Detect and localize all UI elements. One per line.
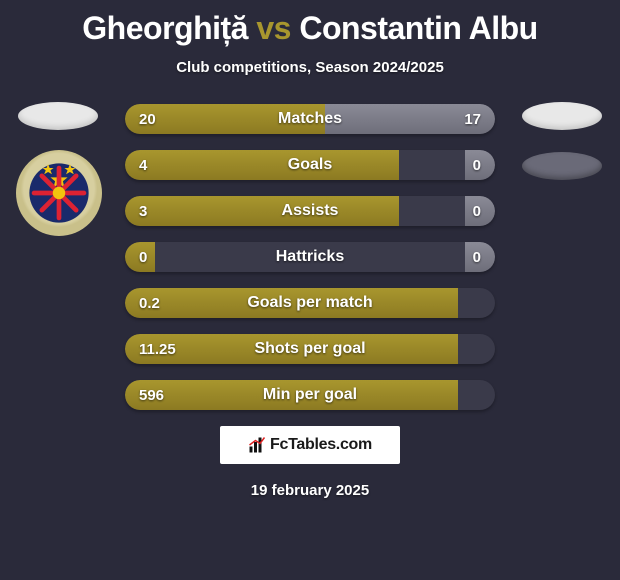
bar-value-right: 0 bbox=[473, 242, 481, 272]
bar-row: 0.2Goals per match bbox=[125, 288, 495, 318]
title-vs: vs bbox=[256, 10, 291, 46]
bar-value-right: 0 bbox=[473, 150, 481, 180]
bar-label: Shots per goal bbox=[125, 334, 495, 364]
bar-row: 20Matches17 bbox=[125, 104, 495, 134]
brand-badge: FcTables.com bbox=[220, 426, 400, 464]
bar-label: Goals per match bbox=[125, 288, 495, 318]
player-badge-right bbox=[522, 102, 602, 130]
bar-row: 3Assists0 bbox=[125, 196, 495, 226]
bar-label: Goals bbox=[125, 150, 495, 180]
player-badge-right-2 bbox=[522, 152, 602, 180]
bar-row: 11.25Shots per goal bbox=[125, 334, 495, 364]
bars-icon bbox=[248, 436, 266, 454]
bar-value-right: 0 bbox=[473, 196, 481, 226]
bar-row: 0Hattricks0 bbox=[125, 242, 495, 272]
date: 19 february 2025 bbox=[0, 482, 620, 499]
bar-label: Matches bbox=[125, 104, 495, 134]
club-logo-left bbox=[16, 150, 102, 236]
brand-label: FcTables.com bbox=[270, 436, 372, 454]
bar-row: 4Goals0 bbox=[125, 150, 495, 180]
bar-label: Hattricks bbox=[125, 242, 495, 272]
chart-area: 20Matches174Goals03Assists00Hattricks00.… bbox=[0, 104, 620, 410]
page-title: Gheorghiță vs Constantin Albu bbox=[0, 0, 620, 47]
bar-label: Min per goal bbox=[125, 380, 495, 410]
title-right-name: Constantin Albu bbox=[299, 10, 537, 46]
club-crest-icon bbox=[20, 154, 98, 232]
bar-value-right: 17 bbox=[464, 104, 481, 134]
title-left-name: Gheorghiță bbox=[82, 10, 248, 46]
comparison-bars: 20Matches174Goals03Assists00Hattricks00.… bbox=[125, 104, 495, 410]
bar-row: 596Min per goal bbox=[125, 380, 495, 410]
player-badge-left bbox=[18, 102, 98, 130]
subtitle: Club competitions, Season 2024/2025 bbox=[0, 59, 620, 76]
bar-label: Assists bbox=[125, 196, 495, 226]
